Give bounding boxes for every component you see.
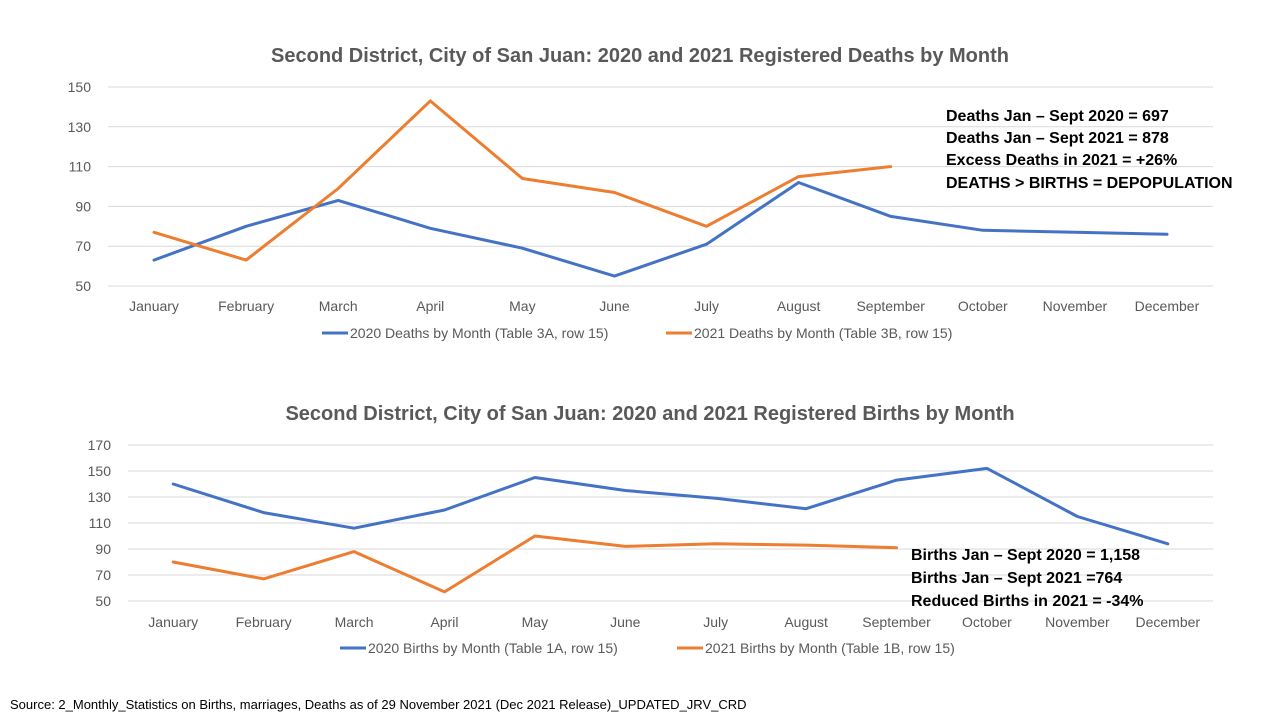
deaths-y-tick-label: 110 — [69, 159, 92, 175]
births-x-tick-label: June — [610, 614, 641, 630]
deaths-x-tick-label: July — [694, 298, 719, 314]
births-annotation: Births Jan – Sept 2021 =764 — [911, 570, 1122, 587]
deaths-series-line-2021 — [152, 99, 893, 262]
births-y-tick-label: 170 — [88, 437, 112, 453]
deaths-legend-label: 2021 Deaths by Month (Table 3B, row 15) — [694, 325, 952, 341]
births-x-tick-label: August — [784, 614, 828, 630]
births-series-line-2020 — [171, 466, 1170, 546]
deaths-series-line-2020 — [152, 181, 1169, 278]
births-y-tick-label: 50 — [95, 593, 111, 609]
births-x-tick-label: November — [1045, 614, 1110, 630]
deaths-x-tick-label: February — [218, 298, 274, 314]
deaths-x-tick-label: April — [416, 298, 444, 314]
deaths-x-tick-label: August — [777, 298, 821, 314]
births-x-tick-label: January — [148, 614, 198, 630]
births-x-tick-label: September — [862, 614, 931, 630]
deaths-y-tick-label: 150 — [68, 79, 92, 95]
births-legend-label: 2020 Births by Month (Table 1A, row 15) — [368, 640, 618, 656]
births-x-tick-label: October — [962, 614, 1012, 630]
deaths-legend-label: 2020 Deaths by Month (Table 3A, row 15) — [350, 325, 608, 341]
births-y-tick-label: 130 — [88, 489, 112, 505]
deaths-chart-title: Second District, City of San Juan: 2020 … — [271, 45, 1009, 67]
deaths-x-tick-label: September — [856, 298, 925, 314]
births-y-tick-label: 90 — [95, 541, 111, 557]
deaths-x-tick-label: March — [319, 298, 358, 314]
deaths-annotation: Excess Deaths in 2021 = +26% — [946, 152, 1177, 169]
deaths-y-tick-label: 90 — [75, 198, 91, 214]
births-x-tick-label: December — [1135, 614, 1200, 630]
births-y-tick-label: 110 — [89, 515, 112, 531]
deaths-x-tick-label: December — [1135, 298, 1200, 314]
births-legend-label: 2021 Births by Month (Table 1B, row 15) — [705, 640, 955, 656]
births-y-tick-label: 70 — [95, 567, 111, 583]
births-annotation: Reduced Births in 2021 = -34% — [911, 593, 1144, 610]
births-x-tick-label: February — [236, 614, 292, 630]
deaths-annotation: DEATHS > BIRTHS = DEPOPULATION — [946, 175, 1233, 192]
births-x-tick-label: March — [335, 614, 374, 630]
births-chart-title: Second District, City of San Juan: 2020 … — [285, 403, 1014, 425]
births-x-tick-label: April — [430, 614, 458, 630]
deaths-annotation: Deaths Jan – Sept 2021 = 878 — [946, 130, 1169, 147]
births-x-tick-label: May — [522, 614, 548, 630]
source-note: Source: 2_Monthly_Statistics on Births, … — [10, 697, 747, 712]
deaths-x-tick-label: October — [958, 298, 1008, 314]
deaths-x-tick-label: May — [509, 298, 535, 314]
deaths-x-tick-label: June — [599, 298, 630, 314]
deaths-annotation: Deaths Jan – Sept 2020 = 697 — [946, 108, 1169, 125]
deaths-y-tick-label: 70 — [75, 238, 91, 254]
deaths-x-tick-label: January — [129, 298, 179, 314]
births-annotation: Births Jan – Sept 2020 = 1,158 — [911, 547, 1140, 564]
births-y-tick-label: 150 — [88, 463, 112, 479]
births-x-tick-label: July — [703, 614, 728, 630]
births-series-line-2021 — [171, 534, 898, 594]
deaths-x-tick-label: November — [1043, 298, 1108, 314]
deaths-y-tick-label: 130 — [68, 119, 92, 135]
deaths-y-tick-label: 50 — [75, 278, 91, 294]
